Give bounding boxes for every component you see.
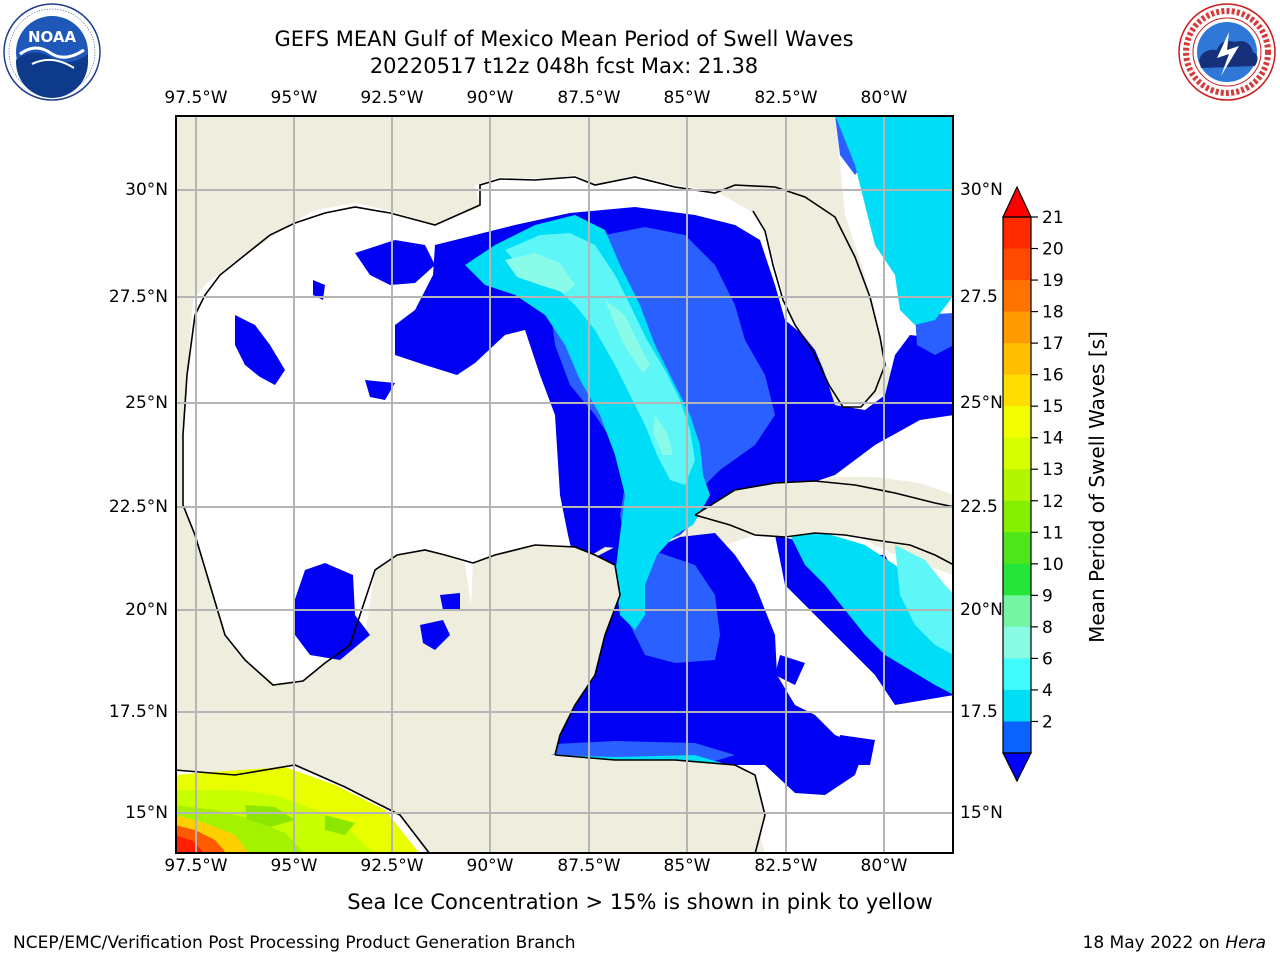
- colorbar-tick-label: 11: [1042, 523, 1064, 543]
- colorbar-segment: [1003, 311, 1031, 344]
- noaa-logo: NOAA: [3, 3, 101, 101]
- lat-label: 17.5°N: [108, 702, 168, 722]
- colorbar-segment: [1003, 437, 1031, 470]
- producer-credit: NCEP/EMC/Verification Post Processing Pr…: [13, 933, 576, 953]
- lon-label: 97.5°W: [164, 856, 228, 876]
- lon-label: 87.5°W: [557, 856, 621, 876]
- lon-label: 97.5°W: [164, 88, 228, 108]
- colorbar-segment: [1003, 626, 1031, 659]
- coastlines: [175, 176, 954, 854]
- generation-date: 18 May 2022 on Hera: [1083, 933, 1267, 953]
- colorbar-segment: [1003, 689, 1031, 722]
- colorbar-segment: [1003, 595, 1031, 628]
- lat-label: 22.5°N: [108, 497, 168, 517]
- colorbar-extend-top: [1002, 185, 1032, 218]
- lat-label: 15°N: [960, 803, 1003, 823]
- lat-label: 20°N: [960, 600, 1003, 620]
- colorbar-tick-label: 9: [1042, 586, 1053, 606]
- map-frame: [175, 115, 954, 854]
- colorbar-segment: [1003, 248, 1031, 281]
- chart-title: GEFS MEAN Gulf of Mexico Mean Period of …: [274, 27, 854, 51]
- lon-label: 87.5°W: [557, 88, 621, 108]
- colorbar-segment: [1003, 721, 1031, 754]
- colorbar-tick-label: 10: [1042, 555, 1064, 575]
- colorbar-segment: [1003, 658, 1031, 691]
- lon-label: 85°W: [663, 856, 711, 876]
- colorbar-tick-label: 19: [1042, 271, 1064, 291]
- land-overlays: [315, 175, 954, 854]
- colorbar-tick-label: 2: [1042, 712, 1053, 732]
- gridlines: [175, 115, 954, 854]
- colorbar-ticks: 21 20 19 18 17 16 15 14 13 12 11 10 9 8 6 4 2: [1031, 208, 1064, 732]
- lat-label: 27.5: [960, 287, 998, 307]
- lat-label: 22.5: [960, 497, 998, 517]
- lon-label: 95°W: [270, 88, 318, 108]
- yucatan: [470, 545, 620, 755]
- lat-label: 17.5: [960, 702, 998, 722]
- lat-label: 25°N: [960, 393, 1003, 413]
- colorbar-segment: [1003, 280, 1031, 313]
- colorbar-segment: [1003, 217, 1031, 250]
- colorbar-tick-label: 12: [1042, 492, 1064, 512]
- forecast-subtitle: 20220517 t12z 048h fcst Max: 21.38: [369, 54, 759, 78]
- lon-label: 90°W: [466, 88, 514, 108]
- colorbar-segments: [1003, 217, 1031, 754]
- colorbar-tick-label: 18: [1042, 303, 1064, 323]
- lat-label: 15°N: [125, 803, 168, 823]
- florida: [735, 175, 885, 405]
- swell-8-9s: [505, 233, 954, 655]
- lat-label: 20°N: [125, 600, 168, 620]
- cuba: [695, 481, 954, 565]
- lon-label: 80°W: [860, 856, 908, 876]
- colorbar-label: Mean Period of Swell Waves [s]: [1085, 331, 1109, 643]
- colorbar-extend-bottom: [1002, 752, 1032, 783]
- lat-label: 30°N: [125, 180, 168, 200]
- date-text: 18 May 2022 on: [1082, 933, 1226, 953]
- colorbar-tick-label: 6: [1042, 649, 1053, 669]
- colorbar-segment: [1003, 406, 1031, 439]
- gulf-of-mexico-map: [175, 115, 954, 854]
- lon-label: 80°W: [860, 88, 908, 108]
- colorbar-segment: [1003, 374, 1031, 407]
- colorbar-tick-label: 8: [1042, 618, 1053, 638]
- lon-label: 85°W: [663, 88, 711, 108]
- sea-ice-caption: Sea Ice Concentration > 15% is shown in …: [347, 890, 933, 914]
- colorbar-tick-label: 20: [1042, 240, 1064, 260]
- lat-label: 30°N: [960, 180, 1003, 200]
- lat-label: 25°N: [125, 393, 168, 413]
- lon-label: 90°W: [466, 856, 514, 876]
- colorbar-segment: [1003, 563, 1031, 596]
- pacific-swell-field: [175, 767, 420, 854]
- colorbar-segment: [1003, 343, 1031, 376]
- colorbar-tick-label: 14: [1042, 429, 1064, 449]
- lon-label: 92.5°W: [360, 856, 424, 876]
- lat-label: 27.5°N: [108, 287, 168, 307]
- lon-label: 82.5°W: [754, 856, 818, 876]
- nws-logo: [1178, 3, 1276, 101]
- colorbar-frame: [1002, 216, 1032, 754]
- colorbar-segment: [1003, 532, 1031, 565]
- colorbar: 21 20 19 18 17 16 15 14 13 12 11 10 9 8 6 4 2: [1002, 185, 1064, 783]
- colorbar-tick-label: 15: [1042, 397, 1064, 417]
- lon-label: 82.5°W: [754, 88, 818, 108]
- colorbar-tick-label: 4: [1042, 681, 1053, 701]
- svg-text:NOAA: NOAA: [28, 28, 77, 46]
- colorbar-tick-label: 16: [1042, 366, 1064, 386]
- swell-9-10s: [505, 253, 673, 455]
- colorbar-tick-label: 17: [1042, 334, 1064, 354]
- lon-label: 92.5°W: [360, 88, 424, 108]
- colorbar-tick-label: 13: [1042, 460, 1064, 480]
- colorbar-tick-label: 21: [1042, 208, 1064, 228]
- lon-label: 95°W: [270, 856, 318, 876]
- colorbar-segment: [1003, 500, 1031, 533]
- colorbar-segment: [1003, 469, 1031, 502]
- central-america: [315, 715, 765, 854]
- host-name: Hera: [1225, 933, 1266, 953]
